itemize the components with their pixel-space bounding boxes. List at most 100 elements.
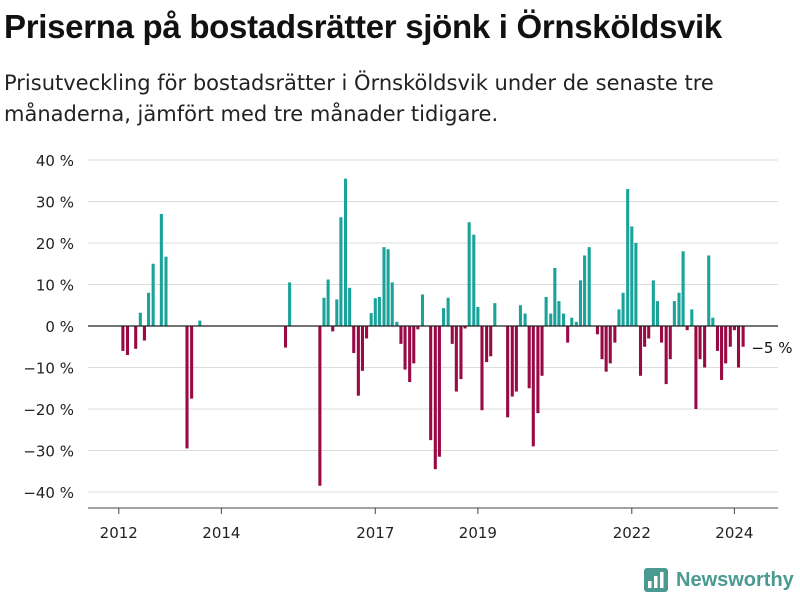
bar <box>489 326 493 357</box>
x-tick-label: 2017 <box>356 524 394 542</box>
bar <box>703 326 707 368</box>
bar <box>630 226 634 326</box>
bar <box>634 243 638 326</box>
bar <box>587 247 591 326</box>
bar <box>356 326 360 396</box>
bar <box>147 292 151 326</box>
chart-subtitle: Prisutveckling för bostadsrätter i Örnsk… <box>4 71 714 126</box>
brand-name: Newsworthy <box>676 568 794 591</box>
bar <box>608 326 612 364</box>
bar <box>360 326 364 371</box>
bar <box>660 326 664 343</box>
bar <box>420 294 425 326</box>
bar <box>604 326 608 372</box>
bar <box>595 326 599 335</box>
bar <box>562 313 566 326</box>
bar <box>326 279 330 326</box>
bar <box>570 317 574 326</box>
bar <box>518 305 523 326</box>
bar <box>433 326 437 470</box>
bar <box>441 308 446 326</box>
bar <box>540 326 544 376</box>
bar <box>685 326 689 331</box>
bar <box>382 247 386 326</box>
bar <box>476 306 480 326</box>
last-value-label: −5 % <box>751 339 792 357</box>
bar <box>578 280 583 326</box>
bar <box>544 296 548 326</box>
bar <box>514 326 518 392</box>
x-tick-label: 2019 <box>459 524 497 542</box>
bar <box>621 292 625 326</box>
x-tick-label: 2014 <box>202 524 240 542</box>
bar <box>198 320 202 326</box>
y-axis-ticks: 40 % 30 % 20 % 10 % 0 % −10 % −20 % −30 % −40 % <box>23 152 74 502</box>
y-tick-label: −20 % <box>23 401 74 419</box>
bar <box>677 292 681 326</box>
x-tick-label: 2024 <box>715 524 753 542</box>
bar <box>707 255 711 326</box>
bar <box>728 326 732 347</box>
bar <box>399 326 403 344</box>
bar <box>125 326 130 356</box>
bar <box>480 326 484 411</box>
y-tick-label: −30 % <box>23 443 74 461</box>
bar <box>557 301 561 326</box>
x-tick-label: 2022 <box>613 524 651 542</box>
gridlines <box>88 159 778 493</box>
bar <box>454 326 458 392</box>
bar <box>531 326 535 447</box>
bar <box>549 313 553 326</box>
bar <box>668 326 672 360</box>
bar <box>527 326 531 389</box>
bar <box>335 299 339 326</box>
bar <box>446 297 450 326</box>
bar <box>403 326 407 370</box>
bar <box>715 326 720 351</box>
bar <box>617 309 621 326</box>
bar <box>373 298 377 326</box>
bar <box>386 249 390 326</box>
bar <box>694 326 698 409</box>
bar <box>190 326 194 399</box>
bar <box>437 326 441 457</box>
bar <box>643 326 647 347</box>
bar <box>185 326 189 449</box>
bar <box>485 326 489 363</box>
bar <box>553 267 557 326</box>
bar <box>283 326 288 348</box>
bar <box>574 321 578 326</box>
bar <box>164 256 168 326</box>
bar <box>412 326 416 364</box>
bar <box>429 326 433 441</box>
y-tick-label: 20 % <box>36 235 74 253</box>
bar <box>121 326 125 351</box>
bar <box>638 326 643 376</box>
bar <box>664 326 668 385</box>
bar <box>467 222 471 326</box>
bar <box>523 313 527 326</box>
bar <box>288 282 292 326</box>
bar <box>736 326 741 368</box>
bar <box>583 255 587 326</box>
bar <box>690 309 694 326</box>
bar <box>472 234 476 326</box>
y-tick-label: −10 % <box>23 360 74 378</box>
bar <box>348 287 352 326</box>
bar <box>151 263 155 326</box>
bar <box>510 326 514 397</box>
bar <box>672 301 676 326</box>
bar <box>566 326 570 343</box>
bar <box>741 326 745 347</box>
newsworthy-brand: Newsworthy <box>644 568 794 592</box>
bar <box>720 326 724 380</box>
bar <box>322 297 326 326</box>
x-axis-ticks: 2012 2014 2017 2019 2022 2024 <box>100 508 753 542</box>
bar <box>416 326 420 330</box>
bar <box>626 189 630 326</box>
bar <box>493 303 497 326</box>
y-tick-label: 10 % <box>36 277 74 295</box>
bar <box>711 317 715 326</box>
bar-chart-logo-icon <box>644 568 668 592</box>
